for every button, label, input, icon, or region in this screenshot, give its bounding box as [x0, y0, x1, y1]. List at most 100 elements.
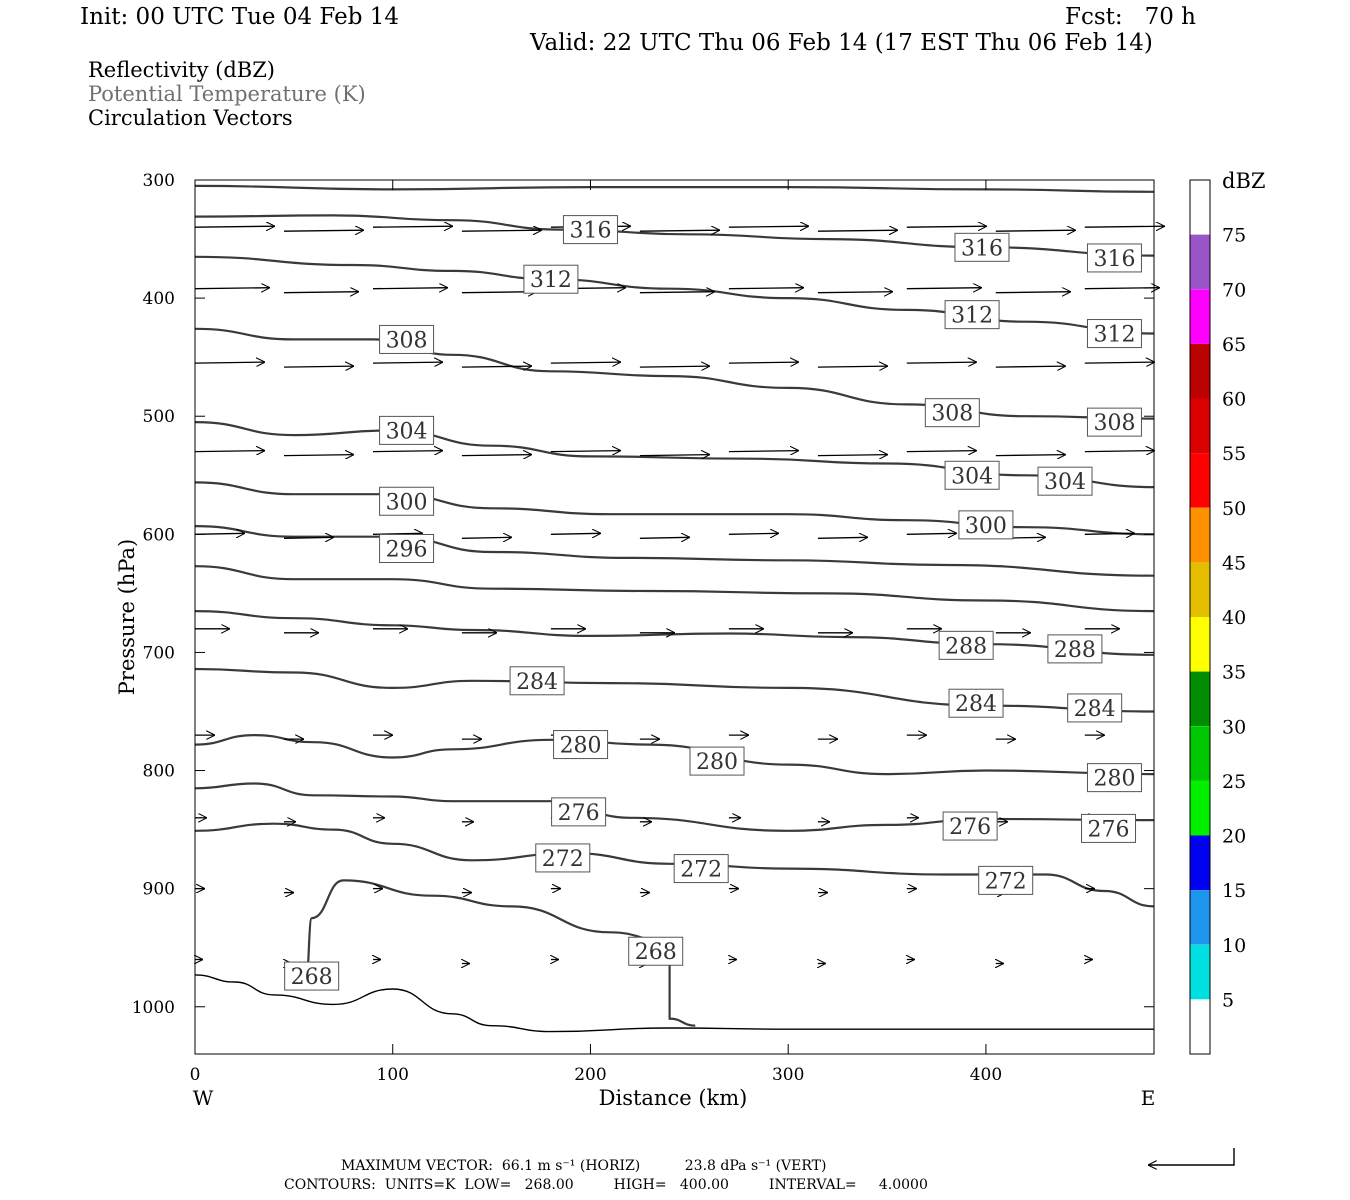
colorbar-swatch: [1190, 398, 1210, 454]
colorbar-label: 45: [1222, 552, 1246, 574]
colorbar-label: 5: [1222, 989, 1234, 1011]
theta-contour-line-14: [194, 974, 1155, 1033]
circulation-vector: [283, 292, 359, 293]
y-tick-label: 1000: [132, 998, 175, 1018]
contour-label-308: 308: [379, 324, 435, 354]
colorbar-swatch: [1190, 343, 1210, 399]
colorbar-label: 25: [1222, 771, 1246, 793]
colorbar-swatch: [1190, 180, 1210, 235]
circulation-vector: [817, 292, 893, 293]
contour-label-304: 304: [379, 415, 435, 445]
svg-text:308: 308: [386, 328, 428, 353]
theta-contour-268: [304, 879, 696, 1027]
circulation-vector: [550, 362, 621, 363]
circulation-vector: [728, 451, 799, 452]
circulation-vector: [550, 451, 621, 452]
legend-reflectivity: Reflectivity (dBZ): [88, 58, 276, 82]
circulation-vector: [906, 226, 987, 227]
contour-label-300: 300: [379, 486, 435, 516]
footer-contours: CONTOURS: UNITS=K LOW= 268.00 HIGH= 400.…: [284, 1177, 928, 1193]
circulation-vector: [283, 230, 364, 231]
colorbar-swatch: [1190, 289, 1210, 344]
contour-label-272: 272: [535, 843, 591, 873]
x-tick-label: 400: [970, 1065, 1002, 1085]
circulation-vector: [194, 288, 270, 289]
circulation-vector: [283, 455, 354, 456]
svg-text:312: 312: [530, 268, 572, 293]
circulation-vector: [728, 226, 809, 227]
svg-text:268: 268: [635, 940, 677, 965]
contour-label-288: 288: [1047, 634, 1103, 664]
circulation-vector: [817, 230, 898, 231]
contour-label-288: 288: [938, 630, 994, 660]
circulation-vector: [461, 230, 542, 231]
circulation-vector: [639, 366, 710, 367]
circulation-vector: [906, 533, 957, 534]
colorbar-swatch: [1190, 671, 1210, 727]
circulation-vector: [639, 455, 710, 456]
svg-text:284: 284: [516, 670, 558, 695]
colorbar-label: 75: [1222, 225, 1246, 247]
circulation-vector: [906, 451, 977, 452]
svg-text:276: 276: [558, 801, 600, 826]
contour-label-312: 312: [944, 300, 1000, 330]
svg-text:280: 280: [696, 750, 738, 775]
circulation-vector: [372, 451, 443, 452]
west-label: W: [193, 1086, 214, 1110]
contour-label-284: 284: [1067, 693, 1123, 723]
circulation-vector: [995, 230, 1076, 231]
circulation-vector: [1084, 226, 1165, 227]
circulation-vector: [817, 455, 888, 456]
y-axis-label: Pressure (hPa): [115, 539, 139, 695]
theta-contour-312: [194, 255, 1155, 335]
contour-label-304: 304: [944, 460, 1000, 490]
svg-text:316: 316: [961, 236, 1003, 261]
colorbar-label: 65: [1222, 334, 1246, 356]
svg-text:312: 312: [1093, 323, 1135, 348]
svg-text:300: 300: [965, 514, 1007, 539]
theta-contour-308: [194, 327, 1155, 420]
valid-time: Valid: 22 UTC Thu 06 Feb 14 (17 EST Thu …: [530, 30, 1153, 56]
svg-text:296: 296: [386, 537, 428, 562]
contour-label-284: 284: [948, 688, 1004, 718]
contour-label-268: 268: [284, 961, 340, 991]
contour-label-316: 316: [562, 215, 618, 245]
contour-label-276: 276: [1081, 813, 1137, 843]
circulation-vector: [372, 288, 448, 289]
circulation-vector: [194, 451, 265, 452]
theta-contour-292: [194, 565, 1155, 613]
y-tick-label: 700: [143, 643, 175, 663]
theta-contour-line-0: [194, 184, 1155, 193]
colorbar-swatch: [1190, 944, 1210, 1000]
colorbar-label: 35: [1222, 662, 1246, 684]
circulation-vector: [283, 366, 354, 367]
circulation-vector: [995, 292, 1071, 293]
contour-label-272: 272: [978, 865, 1034, 895]
colorbar-label: 40: [1222, 607, 1246, 629]
circulation-vector: [995, 366, 1066, 367]
contour-label-284: 284: [509, 666, 565, 696]
circulation-vector: [283, 537, 334, 538]
svg-text:288: 288: [1054, 638, 1096, 663]
svg-text:276: 276: [949, 815, 991, 840]
colorbar-swatch: [1190, 726, 1210, 781]
reflectivity-colorbar: 5 10 15 20 25 30 35 40 45 50 55 60 65 70 75: [1189, 179, 1246, 1055]
svg-text:272: 272: [542, 847, 584, 872]
circulation-vector: [639, 230, 720, 231]
svg-text:272: 272: [985, 869, 1027, 894]
colorbar-swatch: [1190, 890, 1210, 945]
init-time: Init: 00 UTC Tue 04 Feb 14: [80, 4, 400, 30]
theta-contour-272: [194, 822, 1155, 908]
contour-label-304: 304: [1037, 466, 1093, 496]
circulation-vector: [639, 292, 715, 293]
theta-contour-280: [194, 733, 1155, 776]
contour-label-300: 300: [958, 510, 1014, 540]
circulation-vector: [550, 533, 601, 534]
colorbar-swatch: [1190, 835, 1210, 891]
svg-text:280: 280: [1093, 767, 1135, 792]
colorbar-label: 10: [1222, 935, 1246, 957]
circulation-vector: [728, 533, 779, 534]
max-vector-reference-icon: [1148, 1148, 1235, 1165]
svg-text:288: 288: [945, 634, 987, 659]
svg-text:316: 316: [569, 219, 611, 244]
